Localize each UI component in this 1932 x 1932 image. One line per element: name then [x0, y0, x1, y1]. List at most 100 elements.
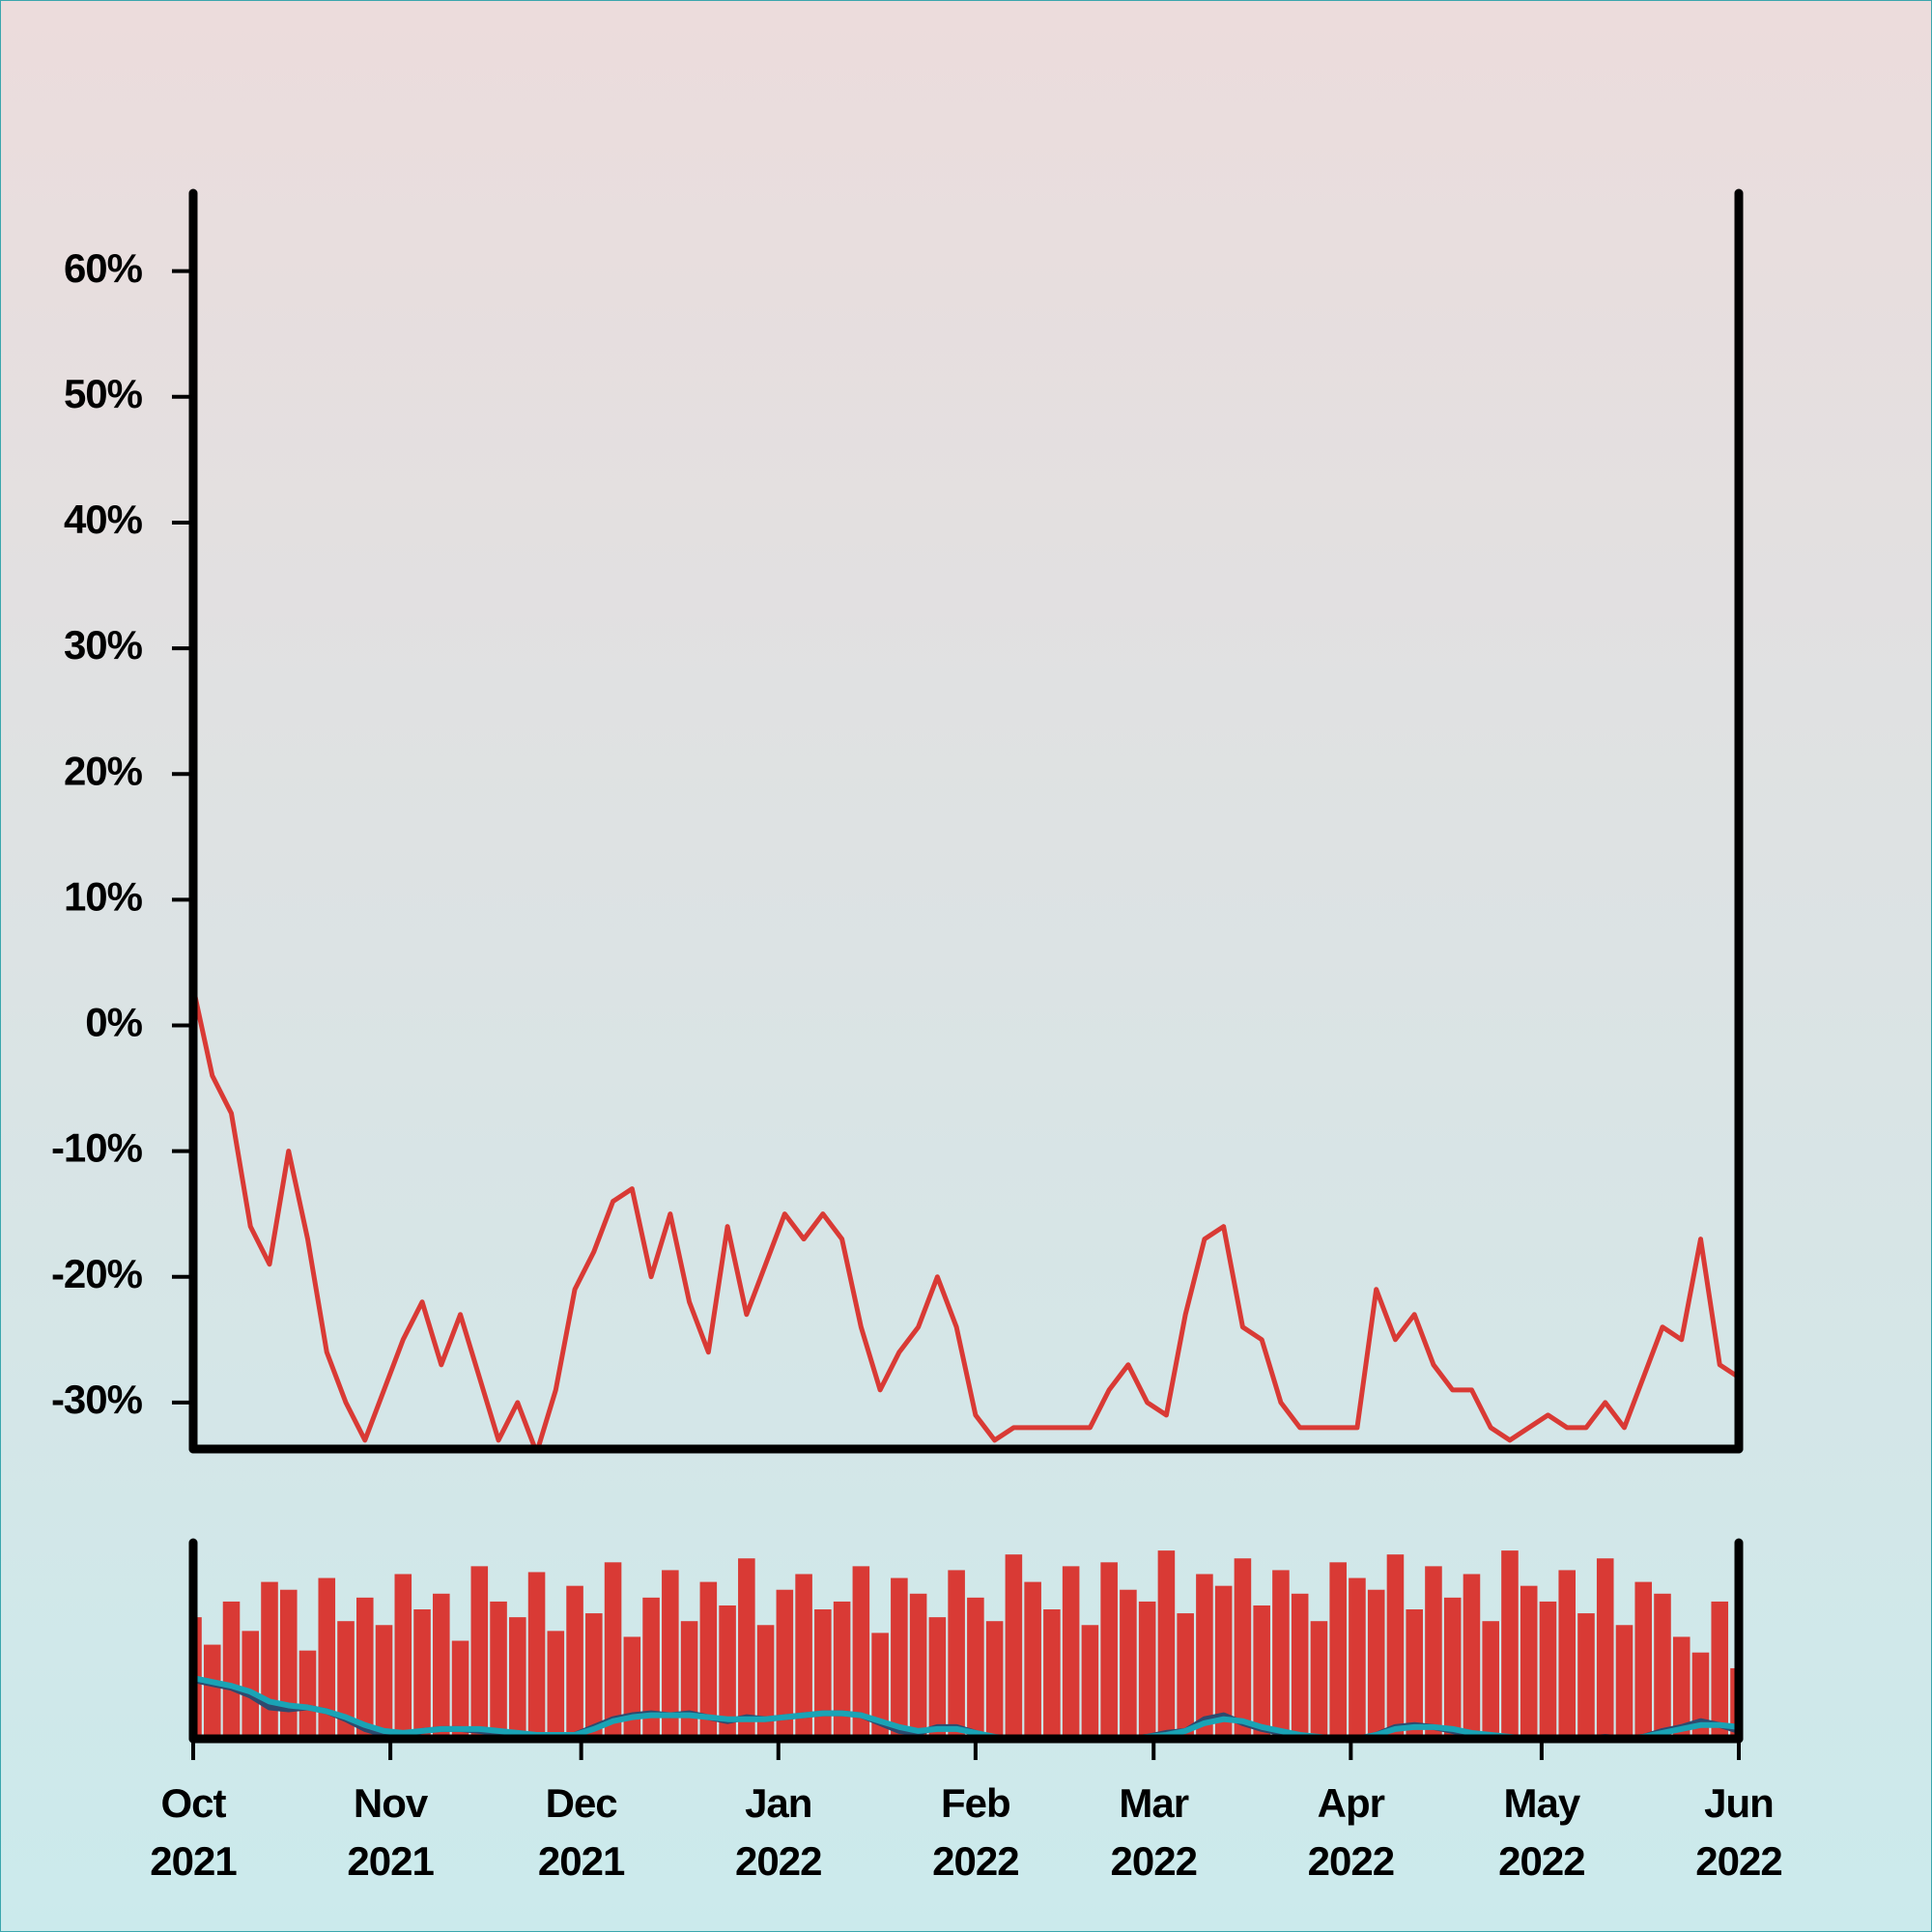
volume-plot	[193, 1550, 1739, 1739]
volume-bar	[871, 1633, 889, 1739]
volume-bar	[1024, 1581, 1041, 1739]
volume-bar	[1482, 1621, 1499, 1739]
volume-bar	[1177, 1613, 1194, 1739]
volume-bar	[1120, 1589, 1137, 1739]
volume-bar	[1062, 1566, 1080, 1739]
volume-bar	[967, 1597, 984, 1739]
volume-bar	[547, 1631, 565, 1739]
volume-bar	[1463, 1574, 1481, 1739]
volume-bar	[738, 1558, 755, 1739]
volume-bar	[642, 1597, 660, 1739]
volume-bar	[833, 1601, 851, 1739]
volume-bar	[279, 1589, 298, 1739]
volume-bar	[261, 1581, 278, 1739]
volume-bar	[1558, 1570, 1577, 1739]
volume-bar	[1329, 1562, 1347, 1739]
volume-bar	[662, 1570, 679, 1739]
x-tick-label: Mar 2022	[1110, 1780, 1198, 1884]
volume-bar	[1539, 1601, 1557, 1739]
x-tick-label: May 2022	[1498, 1780, 1585, 1884]
x-tick-label: Oct 2021	[150, 1780, 237, 1884]
volume-bar	[814, 1609, 832, 1739]
volume-bar	[1214, 1585, 1233, 1739]
price-line	[193, 986, 1739, 1449]
volume-bar	[928, 1617, 947, 1739]
price-plot	[193, 986, 1739, 1449]
y-tick-label: 10%	[64, 873, 143, 919]
volume-bar	[1253, 1605, 1270, 1739]
x-tick-label: Feb 2022	[932, 1780, 1019, 1884]
volume-bar	[623, 1636, 641, 1739]
volume-bar	[413, 1609, 431, 1739]
volume-bar	[1691, 1652, 1710, 1739]
x-tick-label: Dec 2021	[537, 1780, 625, 1884]
volume-bar	[1310, 1621, 1328, 1739]
volume-bar	[470, 1566, 489, 1739]
volume-bar	[509, 1617, 526, 1739]
volume-bar	[1157, 1550, 1176, 1739]
volume-bar	[1672, 1636, 1690, 1739]
volume-bar	[394, 1574, 412, 1739]
y-tick-label: 40%	[64, 497, 143, 542]
volume-bar	[1577, 1613, 1595, 1739]
volume-bar	[1367, 1589, 1385, 1739]
volume-bar	[948, 1570, 965, 1739]
volume-bar	[1386, 1554, 1405, 1739]
volume-bar	[852, 1566, 870, 1739]
y-tick-label: -30%	[51, 1377, 143, 1422]
y-tick-label: 20%	[64, 748, 143, 793]
x-tick-label: Nov 2021	[347, 1780, 434, 1884]
volume-bar	[795, 1574, 812, 1739]
volume-bar	[375, 1625, 393, 1739]
volume-bar	[1654, 1593, 1671, 1739]
y-tick-label: 50%	[64, 371, 143, 416]
volume-bar	[433, 1593, 450, 1739]
volume-bar	[1501, 1550, 1519, 1739]
x-tick-label: Jun 2022	[1695, 1780, 1782, 1884]
volume-bar	[1615, 1625, 1634, 1739]
volume-bar	[776, 1589, 794, 1739]
volume-bar	[451, 1640, 469, 1739]
volume-bar	[756, 1625, 775, 1739]
volume-bar	[490, 1601, 507, 1739]
volume-bar	[1596, 1558, 1614, 1739]
volume-bar	[298, 1650, 317, 1739]
moving-average-line	[193, 1675, 1739, 1739]
volume-bar	[1634, 1581, 1653, 1739]
volume-bar	[1406, 1609, 1423, 1739]
volume-bar	[1196, 1574, 1213, 1739]
volume-bar	[203, 1644, 221, 1739]
volume-bar	[719, 1605, 736, 1739]
y-tick-label: 30%	[64, 622, 143, 668]
x-tick-label: Apr 2022	[1307, 1780, 1395, 1884]
volume-bar	[1005, 1554, 1023, 1739]
volume-bar	[222, 1601, 241, 1739]
volume-bar	[604, 1562, 622, 1739]
volume-bar	[318, 1577, 336, 1739]
axes	[188, 188, 1744, 1744]
volume-bar	[242, 1631, 260, 1739]
volume-bar	[985, 1621, 1004, 1739]
y-tick-label: 0%	[85, 1000, 142, 1045]
volume-bar	[1043, 1609, 1061, 1739]
volume-bar	[1520, 1585, 1538, 1739]
volume-bar	[1291, 1593, 1309, 1739]
volume-bar	[566, 1585, 583, 1739]
volume-bar	[1272, 1570, 1290, 1739]
volume-bar	[355, 1597, 374, 1739]
volume-bar	[1349, 1577, 1366, 1739]
volume-bar	[337, 1621, 355, 1739]
y-tick-label: 60%	[64, 245, 143, 291]
y-tick-label: -10%	[51, 1125, 143, 1171]
x-tick-label: Jan 2022	[735, 1780, 822, 1884]
volume-bar	[1425, 1566, 1442, 1739]
volume-bar	[891, 1577, 908, 1739]
volume-bar	[699, 1581, 718, 1739]
volume-bar	[1711, 1601, 1729, 1739]
volume-bar	[527, 1572, 546, 1739]
volume-bar	[680, 1621, 698, 1739]
y-tick-label: -20%	[51, 1251, 143, 1296]
volume-bar	[1100, 1562, 1118, 1739]
